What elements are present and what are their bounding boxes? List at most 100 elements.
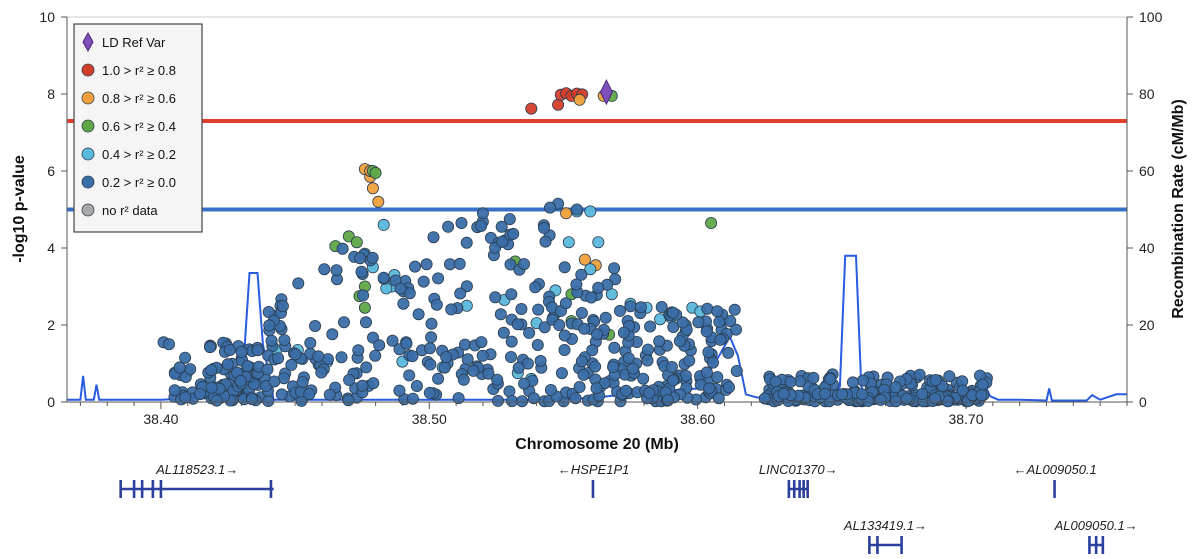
data-point [578, 253, 591, 266]
data-point [607, 360, 620, 373]
data-point [569, 392, 582, 405]
gene: AL118523.1→ [119, 462, 274, 498]
gene-exon [151, 480, 155, 498]
data-point [491, 373, 504, 386]
data-point [730, 364, 743, 377]
data-point [304, 336, 317, 349]
data-point [397, 297, 410, 310]
y-tick-label: 8 [47, 86, 55, 102]
data-point [784, 375, 797, 388]
y-tick-label: 2 [47, 317, 55, 333]
data-point [544, 383, 557, 396]
data-point [326, 328, 339, 341]
y2-tick-label: 80 [1139, 86, 1155, 102]
data-point [570, 203, 583, 216]
data-point [676, 316, 689, 329]
data-point [956, 384, 969, 397]
data-point [482, 367, 495, 380]
data-point [889, 395, 902, 408]
data-point [608, 262, 621, 275]
data-point [162, 338, 175, 351]
data-point [432, 372, 445, 385]
data-point [577, 368, 590, 381]
data-point [369, 166, 382, 179]
y-tick-label: 6 [47, 163, 55, 179]
x-axis-title: Chromosome 20 (Mb) [515, 436, 679, 453]
data-point [296, 376, 309, 389]
data-point [665, 360, 678, 373]
data-point [518, 258, 531, 271]
gene-exon [798, 480, 801, 498]
gene: ←AL009050.1 [1014, 462, 1097, 498]
data-point [442, 220, 455, 233]
data-point [711, 305, 724, 318]
data-point [315, 366, 328, 379]
data-point [624, 300, 637, 313]
data-point [474, 219, 487, 232]
data-point [410, 379, 423, 392]
data-point [179, 391, 192, 404]
data-point [194, 388, 207, 401]
data-point [667, 374, 680, 387]
data-point [357, 289, 370, 302]
data-point [452, 392, 465, 405]
data-point [655, 300, 668, 313]
data-point [406, 350, 419, 363]
gene-exon [132, 480, 136, 498]
data-point [241, 359, 254, 372]
data-point [584, 205, 597, 218]
association-points [157, 78, 993, 408]
data-point [846, 376, 859, 389]
data-point [420, 258, 433, 271]
data-point [511, 318, 524, 331]
x-tick-label: 38.50 [412, 411, 447, 427]
data-point [406, 392, 419, 405]
data-point [578, 322, 591, 335]
data-point [591, 328, 604, 341]
legend: LD Ref Var 1.0 > r² ≥ 0.8 0.8 > r² ≥ 0.6 0.… [73, 23, 203, 233]
legend-label: 1.0 > r² ≥ 0.8 [102, 63, 176, 78]
data-point [359, 316, 372, 329]
gene-label: ←AL009050.1 [1014, 462, 1097, 477]
data-point [515, 302, 528, 315]
data-point [423, 342, 436, 355]
data-point [728, 303, 741, 316]
gene: AL009050.1→ [1054, 518, 1138, 554]
data-point [889, 381, 902, 394]
data-point [692, 316, 705, 329]
data-point [495, 220, 508, 233]
data-point [278, 334, 291, 347]
data-point [454, 287, 467, 300]
data-point [369, 349, 382, 362]
data-point [262, 305, 275, 318]
data-point [641, 354, 654, 367]
data-point [516, 395, 529, 408]
legend-label: LD Ref Var [102, 35, 166, 50]
y2-tick-label: 0 [1139, 394, 1147, 410]
data-point [400, 337, 413, 350]
data-point [504, 350, 517, 363]
data-point [777, 387, 790, 400]
data-point [523, 326, 536, 339]
data-point [292, 277, 305, 290]
data-point [585, 291, 598, 304]
data-point [360, 361, 373, 374]
data-point [497, 326, 510, 339]
y2-tick-label: 20 [1139, 317, 1155, 333]
data-point [637, 372, 650, 385]
data-point [599, 311, 612, 324]
data-point [608, 341, 621, 354]
data-point [575, 306, 588, 319]
y2-tick-label: 60 [1139, 163, 1155, 179]
data-point [424, 358, 437, 371]
data-point [836, 388, 849, 401]
data-point [642, 343, 655, 356]
data-point [205, 381, 218, 394]
data-point [430, 298, 443, 311]
data-point [408, 260, 421, 273]
y-tick-label: 4 [47, 240, 55, 256]
data-point [173, 361, 186, 374]
gene-exon [159, 480, 163, 498]
data-point [504, 258, 517, 271]
